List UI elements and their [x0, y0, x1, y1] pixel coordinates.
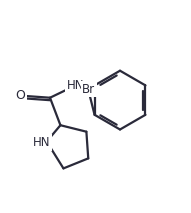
- Text: Br: Br: [82, 83, 96, 96]
- Text: HN: HN: [33, 136, 51, 149]
- Text: HN: HN: [67, 79, 84, 92]
- Text: O: O: [15, 89, 25, 102]
